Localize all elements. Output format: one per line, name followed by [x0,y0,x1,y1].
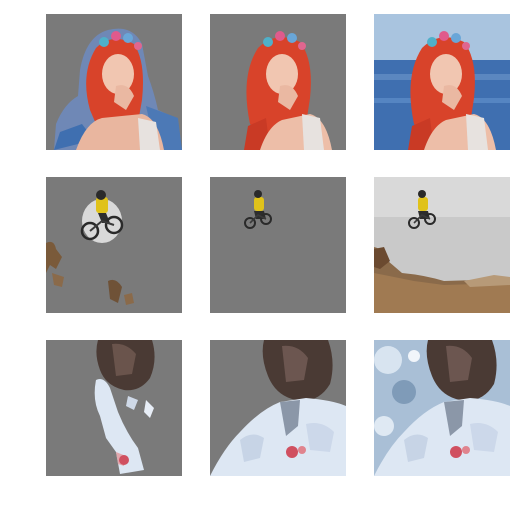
biker-refined-mask-image [210,177,346,313]
coat-refined-mask-image [210,340,346,476]
panel-woman-refined-mask [210,14,346,150]
panel-biker-refined-mask [210,177,346,313]
woman-coarse-mask-image [46,14,182,150]
biker-original-image [374,177,510,313]
coat-original-image [374,340,510,476]
biker-coarse-mask-image [46,177,182,313]
panel-woman-coarse-mask [46,14,182,150]
panel-woman-original [374,14,510,150]
coat-coarse-mask-image [46,340,182,476]
panel-coat-original [374,340,510,476]
panel-coat-coarse-mask [46,340,182,476]
panel-biker-coarse-mask [46,177,182,313]
woman-original-image [374,14,510,150]
panel-biker-original [374,177,510,313]
panel-coat-refined-mask [210,340,346,476]
woman-refined-mask-image [210,14,346,150]
